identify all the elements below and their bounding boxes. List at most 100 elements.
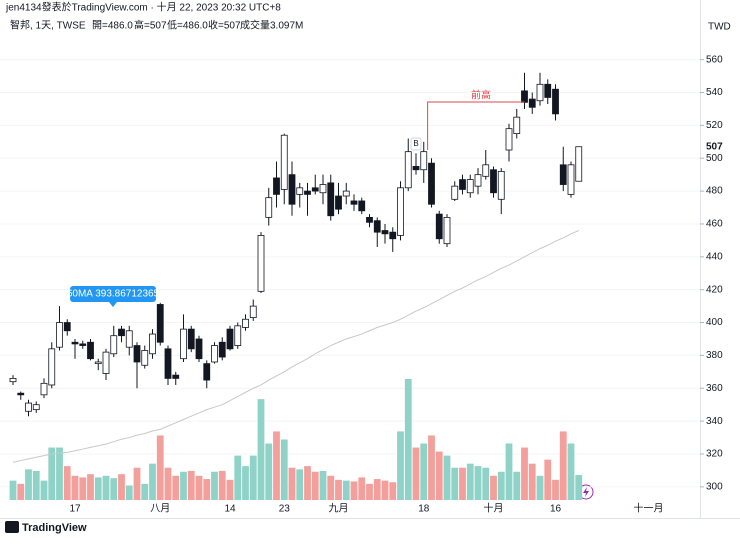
candle-body	[242, 318, 249, 328]
x-tick-label: 十月	[484, 502, 504, 515]
volume-bar	[389, 482, 397, 500]
volume-bar	[110, 478, 118, 500]
candle-body	[133, 345, 141, 363]
volume-bar	[133, 467, 141, 500]
volume-bar	[358, 477, 366, 500]
y-tick-label: 560	[706, 54, 723, 65]
author-line: jen4134發表於TradingView.com · 十月 22, 2023 …	[5, 1, 281, 14]
candle-body	[319, 184, 327, 194]
candle-body	[87, 341, 94, 360]
volume-bar	[350, 481, 358, 500]
volume-bar	[567, 443, 575, 500]
volume-bar	[273, 431, 280, 500]
volume-bar	[435, 451, 443, 500]
candle-body	[226, 328, 234, 350]
volume-bar	[521, 447, 528, 500]
candle-body	[435, 213, 443, 240]
volume-bar	[234, 455, 242, 500]
candle-body	[164, 348, 172, 379]
volume-bar	[327, 475, 335, 500]
volume-bar	[32, 470, 40, 500]
y-tick-label: 460	[706, 219, 723, 230]
volume-bar	[552, 479, 559, 500]
candle-body	[536, 83, 544, 102]
y-tick-label: 500	[706, 153, 723, 164]
candle-body	[32, 404, 40, 411]
candle-body	[373, 220, 381, 233]
volume-bar	[56, 447, 63, 500]
candle-body	[497, 170, 505, 200]
candle-body	[482, 164, 490, 177]
x-tick-label: 17	[69, 504, 81, 515]
candle-body	[459, 179, 466, 190]
volume-bar	[420, 443, 428, 500]
volume-bar	[296, 469, 304, 500]
candle-body	[366, 216, 373, 223]
volume-bar	[559, 431, 567, 500]
volume-bar	[474, 466, 482, 500]
candle-body	[257, 235, 265, 292]
volume-bar	[404, 378, 412, 500]
footer-brand: TradingView	[22, 522, 87, 534]
volume-bar	[149, 463, 156, 500]
candle-body	[187, 328, 195, 350]
currency: TWD	[708, 22, 731, 33]
volume-bar	[513, 471, 521, 500]
candle-body	[110, 335, 118, 355]
y-tick-label: 420	[706, 284, 723, 295]
candle-body	[304, 190, 311, 195]
candle-body	[428, 162, 435, 205]
legend-symbol: 智邦, 1天, TWSE	[10, 19, 86, 32]
volume-bar	[412, 447, 420, 500]
candle-body	[288, 174, 296, 205]
volume-bar	[373, 479, 381, 500]
volume-bar	[544, 459, 552, 500]
volume-bar	[397, 431, 404, 500]
volume-bar	[304, 466, 311, 500]
volume-bar	[280, 439, 288, 500]
volume-bar	[17, 483, 25, 500]
y-tick-label: 360	[706, 383, 723, 394]
candle-body	[296, 187, 304, 195]
volume-bar	[63, 466, 71, 500]
x-tick-label: 十一月	[634, 502, 664, 515]
candle-body	[528, 98, 536, 108]
candle-body	[149, 333, 156, 355]
volume-bar	[443, 455, 451, 500]
candle-body	[79, 343, 87, 346]
volume-bar	[102, 475, 110, 500]
y-tick-label: 300	[706, 481, 723, 492]
volume-bar	[459, 467, 466, 500]
candle-body	[141, 350, 149, 366]
signal-box	[410, 137, 422, 151]
volume-bar	[288, 467, 296, 500]
volume-bar	[195, 475, 203, 500]
candle-body	[9, 378, 17, 383]
volume-bar	[335, 479, 342, 500]
volume-bar	[575, 475, 583, 500]
volume-bar	[94, 477, 102, 500]
candle-body	[203, 363, 211, 381]
candle-body	[265, 197, 273, 218]
candle-body	[180, 328, 187, 360]
y-tick-label: 440	[706, 251, 723, 262]
candle-body	[513, 116, 521, 134]
volume-bar	[156, 435, 164, 500]
ma-tooltip-text: 60MA 393.86712365	[67, 289, 160, 300]
candle-body	[412, 166, 420, 171]
legend-close: 收=507	[208, 19, 241, 32]
candle-body	[559, 164, 567, 185]
y-tick-label: 400	[706, 317, 723, 328]
volume-bar	[218, 470, 226, 500]
candle-body	[94, 361, 102, 365]
candle-body	[490, 169, 497, 194]
candle-body	[218, 341, 226, 358]
legend-low: 低=486.0	[167, 19, 208, 32]
tv-logo	[5, 521, 19, 533]
candle-body	[56, 322, 63, 348]
candle-body	[211, 345, 218, 363]
candle-body	[335, 195, 342, 210]
x-tick-label: 14	[224, 504, 236, 515]
volume-bar	[25, 469, 32, 500]
